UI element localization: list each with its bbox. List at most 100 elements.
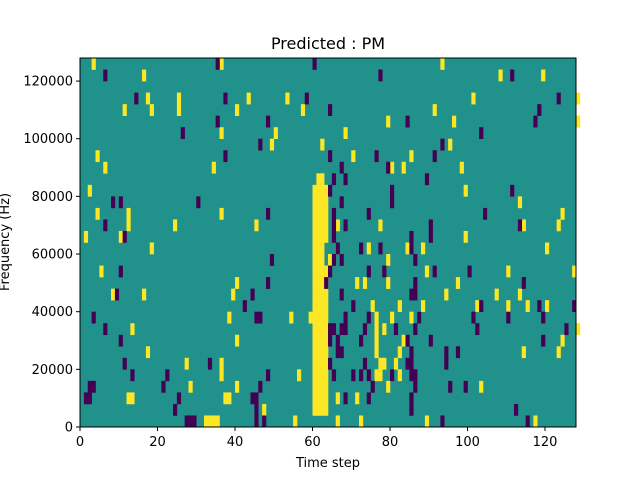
low-value-cell [262, 415, 267, 428]
high-value-cell [312, 392, 317, 405]
high-value-cell [320, 380, 325, 393]
x-axis-label: Time step [295, 456, 360, 471]
low-value-cell [304, 92, 309, 105]
high-value-cell [289, 311, 294, 324]
high-value-cell [219, 369, 224, 382]
high-value-cell [316, 403, 321, 416]
high-value-cell [324, 380, 329, 393]
high-value-cell [316, 311, 321, 324]
high-value-cell [378, 369, 383, 382]
high-value-cell [320, 277, 325, 289]
high-value-cell [312, 219, 317, 232]
high-value-cell [401, 334, 406, 347]
high-value-cell [87, 184, 92, 197]
high-value-cell [576, 115, 581, 128]
x-axis: 0 20 40 60 80 100 120 [76, 427, 557, 450]
low-value-cell [413, 369, 418, 382]
high-value-cell [235, 104, 240, 116]
low-value-cell [541, 311, 546, 324]
high-value-cell [130, 392, 135, 405]
low-value-cell [390, 184, 395, 197]
high-value-cell [312, 346, 317, 359]
high-value-cell [448, 138, 453, 151]
low-value-cell [331, 369, 337, 382]
high-value-cell [320, 173, 325, 186]
low-value-cell [269, 254, 275, 266]
high-value-cell [246, 92, 251, 105]
x-tick-label: 40 [227, 435, 244, 450]
high-value-cell [572, 265, 577, 278]
high-value-cell [142, 288, 147, 301]
high-value-cell [312, 311, 317, 324]
high-value-cell [231, 288, 236, 301]
low-value-cell [192, 415, 197, 428]
high-value-cell [324, 392, 329, 405]
high-value-cell [320, 311, 325, 324]
low-value-cell [331, 230, 337, 243]
high-value-cell [382, 323, 387, 336]
low-value-cell [343, 323, 348, 336]
high-value-cell [405, 242, 410, 255]
low-value-cell [362, 357, 368, 370]
high-value-cell [312, 380, 317, 393]
y-tick-label: 60000 [32, 248, 73, 263]
y-tick-label: 40000 [32, 305, 73, 320]
high-value-cell [111, 288, 116, 301]
low-value-cell [339, 323, 344, 336]
low-value-cell [471, 311, 476, 324]
y-tick-label: 0 [65, 421, 73, 436]
high-value-cell [312, 277, 317, 289]
high-value-cell [370, 300, 375, 312]
low-value-cell [111, 196, 116, 209]
low-value-cell [417, 311, 422, 324]
high-value-cell [211, 161, 216, 174]
low-value-cell [455, 346, 461, 359]
high-value-cell [424, 415, 430, 428]
high-value-cell [374, 346, 379, 359]
low-value-cell [424, 173, 430, 186]
high-value-cell [378, 219, 383, 232]
high-value-cell [432, 104, 437, 116]
high-value-cell [576, 323, 581, 336]
low-value-cell [362, 323, 368, 336]
low-value-cell [118, 196, 123, 209]
low-value-cell [444, 357, 449, 370]
high-value-cell [320, 242, 325, 255]
high-value-cell [444, 288, 449, 301]
high-value-cell [475, 300, 480, 312]
high-value-cell [521, 219, 526, 232]
high-value-cell [293, 415, 298, 428]
low-value-cell [103, 69, 108, 82]
high-value-cell [235, 277, 240, 289]
high-value-cell [324, 219, 329, 232]
high-value-cell [320, 357, 325, 370]
high-value-cell [235, 380, 240, 393]
high-value-cell [316, 392, 321, 405]
low-value-cell [564, 323, 569, 336]
high-value-cell [145, 346, 151, 359]
high-value-cell [320, 265, 325, 278]
high-value-cell [227, 311, 232, 324]
low-value-cell [328, 323, 333, 336]
high-value-cell [215, 415, 220, 428]
high-value-cell [204, 415, 209, 428]
high-value-cell [316, 369, 321, 382]
high-value-cell [95, 207, 100, 220]
high-value-cell [386, 254, 391, 266]
high-value-cell [316, 380, 321, 393]
high-value-cell [320, 138, 325, 151]
low-value-cell [390, 196, 395, 209]
low-value-cell [405, 334, 410, 347]
high-value-cell [576, 92, 581, 105]
low-value-cell [339, 161, 344, 174]
low-value-cell [510, 69, 515, 82]
high-value-cell [382, 357, 387, 370]
low-value-cell [122, 230, 127, 243]
high-value-cell [320, 219, 325, 232]
high-value-cell [91, 58, 96, 70]
high-value-cell [219, 127, 224, 140]
low-value-cell [91, 380, 96, 393]
high-value-cell [312, 334, 317, 347]
high-value-cell [440, 58, 445, 70]
low-value-cell [343, 219, 348, 232]
